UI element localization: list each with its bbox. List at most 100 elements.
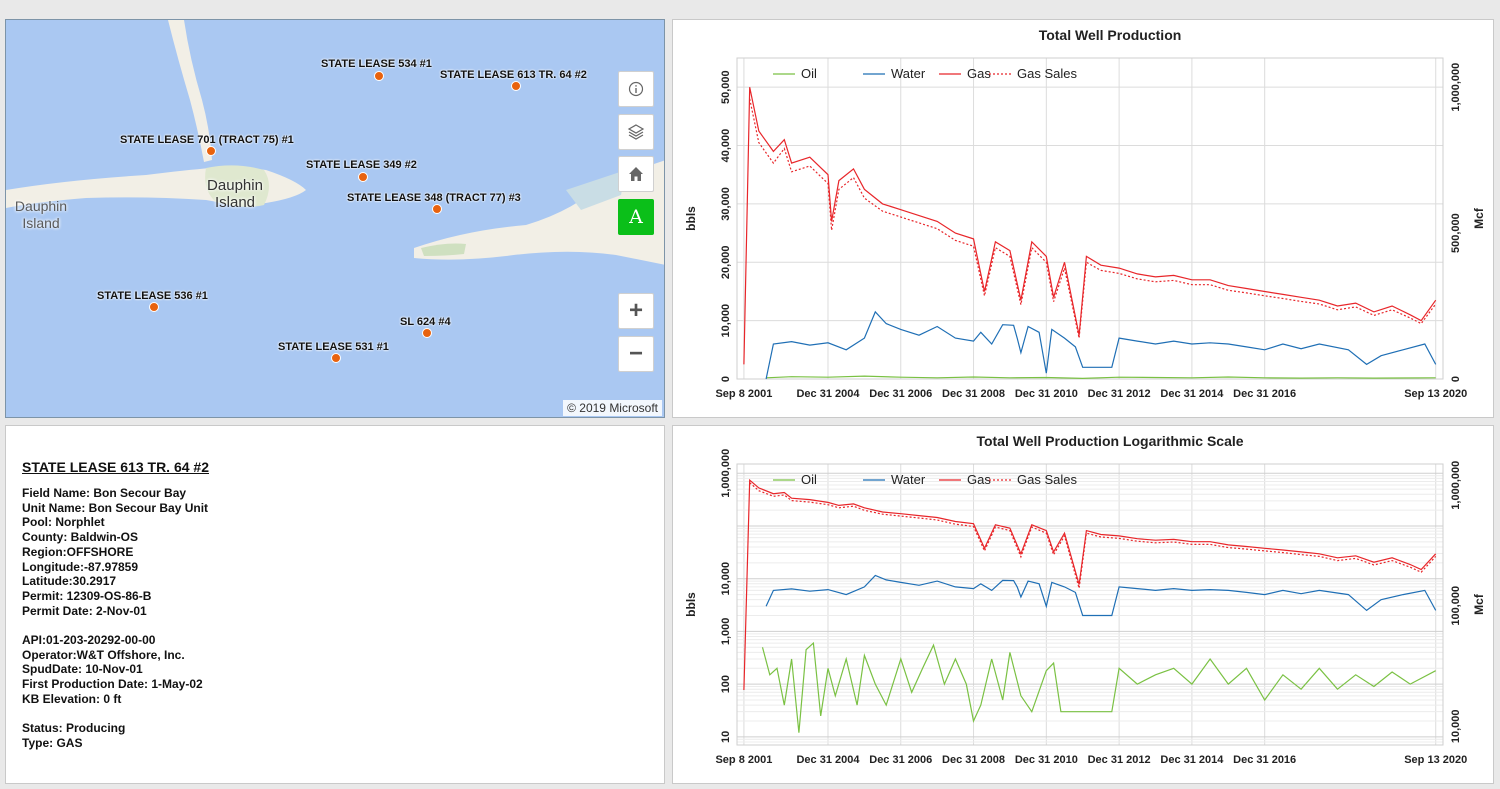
- home-button[interactable]: [618, 156, 654, 192]
- x-tick-label: Dec 31 2014: [1160, 754, 1224, 766]
- well-detail-line: [22, 618, 208, 633]
- well-detail-line: Field Name: Bon Secour Bay: [22, 486, 187, 500]
- well-detail-line: [22, 707, 208, 722]
- zoom-in-button[interactable]: +: [618, 293, 654, 329]
- map-land-layer: [6, 20, 664, 265]
- well-label[interactable]: STATE LEASE 536 #1: [97, 290, 208, 302]
- series-line-water: [765, 310, 1437, 380]
- chart-title: Total Well Production: [1039, 27, 1182, 43]
- well-detail-line: Unit Name: Bon Secour Bay Unit: [22, 500, 209, 515]
- y2-tick-label: 1,000,000: [1450, 461, 1462, 510]
- well-marker[interactable]: [149, 302, 159, 312]
- well-detail-line: First Production Date: 1-May-02: [22, 677, 203, 692]
- y-tick-label: 50,000: [720, 70, 732, 104]
- x-tick-label: Sep 8 2001: [715, 754, 772, 766]
- x-tick-label: Dec 31 2016: [1233, 388, 1296, 400]
- production-chart: Total Well Production Sep 8 2001 Dec 31 20…: [684, 27, 1486, 400]
- zoom-out-button[interactable]: −: [618, 336, 654, 372]
- well-marker[interactable]: [432, 204, 442, 214]
- y2-tick-label: 500,000: [1450, 213, 1462, 253]
- well-marker[interactable]: [331, 353, 341, 363]
- x-tick-label: Dec 31 2006: [869, 754, 932, 766]
- y2-tick-label: 1,000,000: [1450, 63, 1462, 112]
- well-marker[interactable]: [206, 146, 216, 156]
- well-details: Field Name: Bon Secour Bay Unit Name: Bon…: [22, 486, 208, 751]
- well-info-panel: STATE LEASE 613 TR. 64 #2 Field Name: Bo…: [5, 425, 665, 784]
- y-axis-label: bbls: [684, 206, 698, 231]
- y-tick-label: 10,000: [720, 562, 732, 596]
- well-marker[interactable]: [374, 71, 384, 81]
- well-detail-line: KB Elevation: 0 ft: [22, 691, 122, 706]
- x-tick-label: Dec 31 2008: [942, 388, 1005, 400]
- well-detail-line: Latitude:30.2917: [22, 574, 117, 589]
- well-detail-line: Operator:W&T Offshore, Inc.: [22, 647, 185, 662]
- production-log-chart-panel: Total Well Production Logarithmic Scale S…: [672, 425, 1494, 784]
- place-label-dauphin-island-west: Dauphin Island: [14, 198, 68, 231]
- well-label[interactable]: STATE LEASE 348 (TRACT 77) #3: [347, 192, 521, 204]
- y2-tick-label: 0: [1450, 376, 1462, 382]
- legend-label: Oil: [801, 472, 817, 487]
- plot-frame: [736, 57, 1444, 380]
- plot-frame: [736, 463, 1444, 746]
- well-label[interactable]: STATE LEASE 531 #1: [278, 341, 389, 353]
- x-tick-label: Dec 31 2004: [796, 388, 860, 400]
- legend-label: Water: [891, 66, 926, 81]
- well-marker[interactable]: [422, 328, 432, 338]
- legend-label: Gas: [967, 472, 991, 487]
- place-label-dauphin-island: Dauphin Island: [207, 177, 263, 211]
- y-tick-label: 1,000: [720, 618, 732, 646]
- x-tick-label: Dec 31 2006: [869, 388, 932, 400]
- y-tick-label: 40,000: [720, 129, 732, 163]
- well-label[interactable]: STATE LEASE 534 #1: [321, 58, 432, 70]
- legend-label: Gas: [967, 66, 991, 81]
- well-label[interactable]: SL 624 #4: [400, 316, 451, 328]
- production-log-chart: Total Well Production Logarithmic Scale S…: [684, 433, 1486, 766]
- chart-title: Total Well Production Logarithmic Scale: [976, 433, 1243, 449]
- series-line-gas: [743, 87, 1437, 365]
- x-tick-label: Dec 31 2016: [1233, 754, 1296, 766]
- y2-tick-label: 100,000: [1450, 586, 1462, 626]
- well-detail-line: API:01-203-20292-00-00: [22, 633, 156, 648]
- well-label[interactable]: STATE LEASE 701 (TRACT 75) #1: [120, 134, 294, 146]
- well-marker[interactable]: [358, 172, 368, 182]
- y-tick-label: 100: [720, 675, 732, 693]
- well-title: STATE LEASE 613 TR. 64 #2: [22, 459, 209, 475]
- well-detail-line: Permit: 12309-OS-86-B: [22, 588, 152, 603]
- layers-button[interactable]: [618, 114, 654, 150]
- x-tick-label: Dec 31 2012: [1088, 388, 1151, 400]
- home-icon: [629, 167, 643, 181]
- layers-icon: [627, 124, 645, 140]
- y-tick-label: 30,000: [720, 187, 732, 221]
- y-tick-label: 10,000: [720, 304, 732, 338]
- y-axis-label: bbls: [684, 592, 698, 617]
- legend-label: Gas Sales: [1017, 66, 1077, 81]
- x-tick-label: Dec 31 2014: [1160, 388, 1224, 400]
- series-line-gas-sales: [749, 482, 1437, 589]
- map-view[interactable]: Dauphin Island Dauphin Island STATE LEAS…: [5, 19, 665, 418]
- series-line-oil: [761, 641, 1436, 733]
- well-label[interactable]: STATE LEASE 349 #2: [306, 159, 417, 171]
- map-copyright: © 2019 Microsoft: [563, 400, 662, 416]
- series-line-gas-sales: [749, 98, 1437, 339]
- x-tick-label: Dec 31 2012: [1088, 754, 1151, 766]
- well-detail-line: Status: Producing: [22, 721, 126, 736]
- well-detail-line: Region:OFFSHORE: [22, 544, 134, 559]
- y2-tick-label: 10,000: [1450, 709, 1462, 743]
- x-tick-label: Sep 13 2020: [1404, 754, 1467, 766]
- y2-axis-label: Mcf: [1472, 593, 1486, 615]
- series-line-oil: [766, 375, 1436, 380]
- series-line-gas: [743, 478, 1437, 691]
- y-tick-label: 1,000,000: [720, 449, 732, 498]
- well-detail-line: Type: GAS: [22, 735, 83, 750]
- x-tick-label: Sep 13 2020: [1404, 388, 1467, 400]
- aerial-view-button[interactable]: A: [618, 199, 654, 235]
- x-tick-label: Dec 31 2010: [1015, 754, 1078, 766]
- info-button[interactable]: [618, 71, 654, 107]
- well-marker[interactable]: [511, 81, 521, 91]
- well-detail-line: Pool: Norphlet: [22, 515, 105, 530]
- y-tick-label: 10: [720, 731, 732, 743]
- well-label[interactable]: STATE LEASE 613 TR. 64 #2: [440, 69, 587, 81]
- legend-label: Oil: [801, 66, 817, 81]
- well-detail-line: Permit Date: 2-Nov-01: [22, 603, 147, 618]
- y-tick-label: 20,000: [720, 245, 732, 279]
